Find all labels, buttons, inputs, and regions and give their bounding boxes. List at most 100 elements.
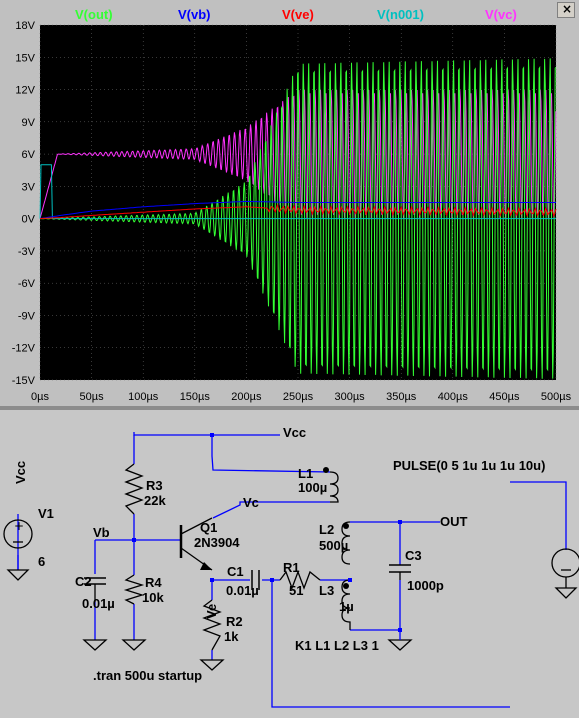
junction: [210, 578, 214, 582]
label-c2[interactable]: C2: [75, 574, 92, 589]
label-vcc-top[interactable]: Vcc: [283, 425, 306, 440]
y-tick-label: -3V: [18, 246, 36, 258]
close-icon[interactable]: ×: [557, 2, 575, 18]
label-v1[interactable]: V1: [38, 506, 54, 521]
trace-label-vve[interactable]: V(ve): [282, 7, 314, 22]
label-tran[interactable]: .tran 500u startup: [93, 668, 202, 683]
label-r2-value[interactable]: 1k: [224, 629, 239, 644]
inductor-l2[interactable]: [341, 521, 351, 565]
trace-label-vout[interactable]: V(out): [75, 7, 113, 22]
junction: [270, 578, 274, 582]
y-tick-label: 3V: [22, 181, 36, 193]
wire: [510, 481, 567, 550]
waveform-viewer[interactable]: 18V 15V 12V 9V 6V 3V 0V -3V -6V -9V -12V -15V 0µs 50…: [0, 0, 579, 406]
x-tick-label: 450µs: [489, 391, 520, 403]
resistor-r4[interactable]: [123, 574, 145, 605]
x-tick-label: 50µs: [80, 391, 105, 403]
x-tick-label: 350µs: [386, 391, 417, 403]
y-tick-label: 0V: [22, 214, 36, 226]
ground-icon: [554, 587, 578, 599]
label-r4-value[interactable]: 10k: [142, 590, 164, 605]
y-tick-label: -12V: [12, 343, 36, 355]
label-r3[interactable]: R3: [146, 478, 163, 493]
ground-icon: [387, 639, 413, 651]
label-ve[interactable]: Ve: [204, 604, 219, 619]
label-c2-value[interactable]: 0.01µ: [82, 596, 115, 611]
resistor-r2[interactable]: [202, 599, 222, 651]
inductor-l1[interactable]: [329, 471, 339, 503]
ground-icon: [6, 569, 30, 581]
x-axis-ticks: 0µs 50µs 100µs 150µs 200µs 250µs 300µs 350µs 400…: [31, 391, 572, 403]
y-tick-label: 9V: [22, 117, 36, 129]
trace-label-vn001[interactable]: V(n001): [377, 7, 424, 22]
x-tick-label: 200µs: [231, 391, 262, 403]
voltage-source-v1[interactable]: [3, 519, 33, 549]
schematic-editor[interactable]: +: [0, 406, 579, 718]
label-r4[interactable]: R4: [145, 575, 162, 590]
y-tick-label: 6V: [22, 149, 36, 161]
label-vb[interactable]: Vb: [93, 525, 110, 540]
label-l2-value[interactable]: 500µ: [319, 538, 348, 553]
trace-label-vvb[interactable]: V(vb): [178, 7, 211, 22]
resistor-r3[interactable]: [124, 463, 144, 515]
polarity-dot: [323, 467, 329, 473]
label-r2[interactable]: R2: [226, 614, 243, 629]
ground-icon: [121, 639, 147, 651]
label-vc[interactable]: Vc: [243, 495, 259, 510]
y-tick-label: -9V: [18, 310, 36, 322]
resistor-r1[interactable]: [279, 570, 321, 590]
trace-vc: [39, 89, 557, 219]
wire: [350, 580, 401, 631]
label-v1-value[interactable]: 6: [38, 554, 45, 569]
junction: [398, 520, 402, 524]
label-c3[interactable]: C3: [405, 548, 422, 563]
label-r3-value[interactable]: 22k: [144, 493, 166, 508]
x-tick-label: 500µs: [541, 391, 572, 403]
label-r1[interactable]: R1: [283, 560, 300, 575]
label-l2[interactable]: L2: [319, 522, 334, 537]
label-q1[interactable]: Q1: [200, 520, 217, 535]
junction: [210, 433, 214, 437]
y-tick-label: 15V: [15, 52, 35, 64]
label-c3-value[interactable]: 1000p: [407, 578, 444, 593]
wires: [17, 432, 567, 708]
wire: [133, 432, 280, 436]
label-l1[interactable]: L1: [298, 466, 313, 481]
voltage-source-pulse[interactable]: [551, 548, 579, 578]
trace-group: [39, 58, 557, 379]
x-tick-label: 150µs: [180, 391, 211, 403]
inductor-l3[interactable]: [341, 579, 351, 630]
junction: [348, 578, 352, 582]
plus-icon: +: [14, 519, 24, 533]
y-axis-ticks: 18V 15V 12V 9V 6V 3V 0V -3V -6V -9V -12V -15V: [12, 20, 36, 387]
label-l3-value[interactable]: 1µ: [339, 599, 354, 614]
transistor-q1-collector: [180, 517, 213, 535]
label-pulse[interactable]: PULSE(0 5 1u 1u 1u 10u): [393, 458, 545, 473]
y-tick-label: -6V: [18, 278, 36, 290]
schematic-canvas[interactable]: +: [0, 410, 579, 718]
label-l1-value[interactable]: 100µ: [298, 480, 327, 495]
ground-icon: [199, 659, 225, 671]
trace-legend[interactable]: V(out) V(vb) V(ve) V(n001) V(vc): [75, 7, 517, 22]
y-tick-label: -15V: [12, 375, 36, 387]
trace-b-5: [39, 200, 556, 220]
polarity-dot: [343, 523, 349, 529]
label-r1-value[interactable]: 51: [289, 583, 303, 598]
label-c1[interactable]: C1: [227, 564, 244, 579]
trace-label-vvc[interactable]: V(vc): [485, 7, 517, 22]
x-tick-label: 250µs: [283, 391, 314, 403]
transistor-arrow-icon: [200, 562, 212, 570]
trace-e-5: [39, 203, 557, 220]
wire: [212, 501, 330, 519]
label-k1[interactable]: K1 L1 L2 L3 1: [295, 638, 379, 653]
label-out[interactable]: OUT: [440, 514, 468, 529]
y-tick-label: 18V: [15, 20, 35, 32]
label-q1-model[interactable]: 2N3904: [194, 535, 240, 550]
schematic-labels: Vcc Vcc V1 6 Vb Vc Ve OUT PULSE(0 5 1u 1…: [13, 425, 545, 683]
label-l3[interactable]: L3: [319, 583, 334, 598]
wire: [271, 580, 510, 708]
label-c1-value[interactable]: 0.01µ: [226, 583, 259, 598]
plot-canvas[interactable]: 18V 15V 12V 9V 6V 3V 0V -3V -6V -9V -12V -15V 0µs 50…: [0, 0, 579, 406]
x-tick-label: 400µs: [438, 391, 469, 403]
label-vcc-left[interactable]: Vcc: [13, 461, 28, 484]
